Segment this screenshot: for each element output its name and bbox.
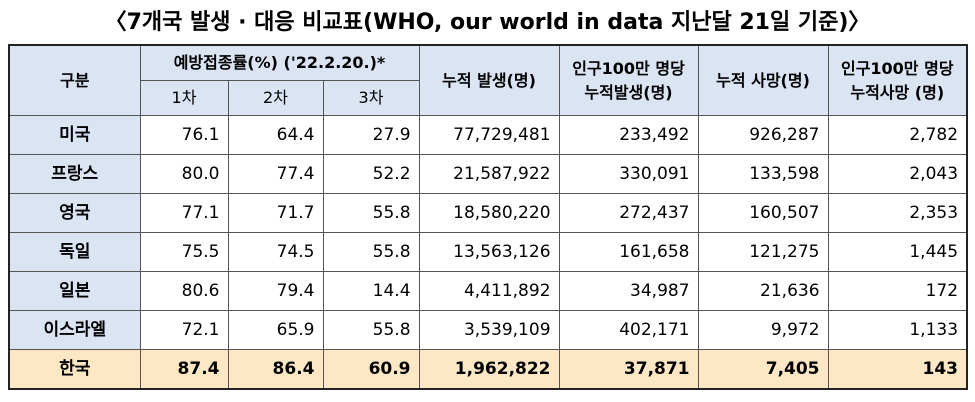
header-cum-cases: 누적 발생(명): [418, 44, 560, 116]
cell-d2: 71.7: [227, 193, 324, 233]
header-deaths-per-million-line2: 누적사망 (명): [850, 82, 945, 102]
country-name: 프랑스: [8, 154, 141, 194]
cell-deaths: 21,636: [697, 271, 829, 311]
cell-deaths: 121,275: [697, 232, 829, 272]
cell-d2: 79.4: [227, 271, 324, 311]
cell-d1: 80.6: [139, 271, 229, 311]
cell-cases: 77,729,481: [418, 115, 560, 155]
table-row: 영국 77.1 71.7 55.8 18,580,220 272,437 160,507 2,…: [8, 193, 968, 233]
cell-deaths-pm: 172: [827, 271, 968, 311]
cell-deaths-pm: 1,445: [827, 232, 968, 272]
country-name: 미국: [8, 115, 141, 155]
cell-cases-pm: 272,437: [558, 193, 699, 233]
cell-d3: 55.8: [322, 310, 420, 350]
cell-cases-pm: 37,871: [558, 349, 699, 390]
cell-deaths: 7,405: [697, 349, 829, 390]
cell-cases-pm: 233,492: [558, 115, 699, 155]
cell-cases: 4,411,892: [418, 271, 560, 311]
table-title: 〈7개국 발생 · 대응 비교표(WHO, our world in data …: [104, 10, 871, 35]
cell-cases: 1,962,822: [418, 349, 560, 390]
header-cases-per-million-line2: 누적발생(명): [584, 82, 673, 102]
cell-d2: 86.4: [227, 349, 324, 390]
country-name: 영국: [8, 193, 141, 233]
cell-cases-pm: 330,091: [558, 154, 699, 194]
header-dose2: 2차: [227, 80, 324, 116]
cell-d3: 55.8: [322, 193, 420, 233]
header-dose1: 1차: [139, 80, 229, 116]
cell-deaths-pm: 2,043: [827, 154, 968, 194]
cell-cases: 21,587,922: [418, 154, 560, 194]
country-name: 이스라엘: [8, 310, 141, 350]
header-cases-per-million: 인구100만 명당 누적발생(명): [558, 44, 699, 116]
cell-deaths: 160,507: [697, 193, 829, 233]
cell-d3: 14.4: [322, 271, 420, 311]
header-dose3: 3차: [322, 80, 420, 116]
cell-d1: 72.1: [139, 310, 229, 350]
cell-d2: 77.4: [227, 154, 324, 194]
country-name: 독일: [8, 232, 141, 272]
table-row: 프랑스 80.0 77.4 52.2 21,587,922 330,091 133,598 2…: [8, 154, 968, 194]
cell-d1: 75.5: [139, 232, 229, 272]
cell-d3: 27.9: [322, 115, 420, 155]
table-row: 일본 80.6 79.4 14.4 4,411,892 34,987 21,636 172: [8, 271, 968, 311]
cell-deaths-pm: 2,353: [827, 193, 968, 233]
header-cases-per-million-line1: 인구100만 명당: [572, 59, 685, 79]
cell-d2: 74.5: [227, 232, 324, 272]
table-row: 독일 75.5 74.5 55.8 13,563,126 161,658 121,275 1,…: [8, 232, 968, 272]
cell-d1: 77.1: [139, 193, 229, 233]
cell-d2: 64.4: [227, 115, 324, 155]
cell-cases: 18,580,220: [418, 193, 560, 233]
cell-d3: 55.8: [322, 232, 420, 272]
header-vaccination: 예방접종률(%) ('22.2.20.)*: [139, 44, 420, 81]
header-deaths-per-million: 인구100만 명당 누적사망 (명): [827, 44, 968, 116]
header-deaths-per-million-line1: 인구100만 명당: [840, 59, 954, 79]
cell-d1: 87.4: [139, 349, 229, 390]
cell-d3: 52.2: [322, 154, 420, 194]
comparison-table: 구분 예방접종률(%) ('22.2.20.)* 누적 발생(명) 인구100만…: [8, 44, 969, 390]
cell-deaths: 9,972: [697, 310, 829, 350]
cell-deaths-pm: 2,782: [827, 115, 968, 155]
cell-deaths-pm: 143: [827, 349, 968, 390]
country-name: 한국: [8, 349, 141, 390]
country-name: 일본: [8, 271, 141, 311]
cell-d3: 60.9: [322, 349, 420, 390]
cell-cases: 13,563,126: [418, 232, 560, 272]
table-row: 한국 87.4 86.4 60.9 1,962,822 37,871 7,405 143: [8, 349, 968, 390]
header-cum-deaths: 누적 사망(명): [697, 44, 829, 116]
cell-deaths-pm: 1,133: [827, 310, 968, 350]
header-category: 구분: [8, 44, 141, 116]
cell-d1: 80.0: [139, 154, 229, 194]
cell-cases-pm: 161,658: [558, 232, 699, 272]
cell-cases-pm: 34,987: [558, 271, 699, 311]
table-row: 이스라엘 72.1 65.9 55.8 3,539,109 402,171 9,972 1,1…: [8, 310, 968, 350]
cell-d2: 65.9: [227, 310, 324, 350]
table-row: 미국 76.1 64.4 27.9 77,729,481 233,492 926,287 2,…: [8, 115, 968, 155]
cell-deaths: 133,598: [697, 154, 829, 194]
cell-deaths: 926,287: [697, 115, 829, 155]
cell-cases-pm: 402,171: [558, 310, 699, 350]
cell-cases: 3,539,109: [418, 310, 560, 350]
cell-d1: 76.1: [139, 115, 229, 155]
